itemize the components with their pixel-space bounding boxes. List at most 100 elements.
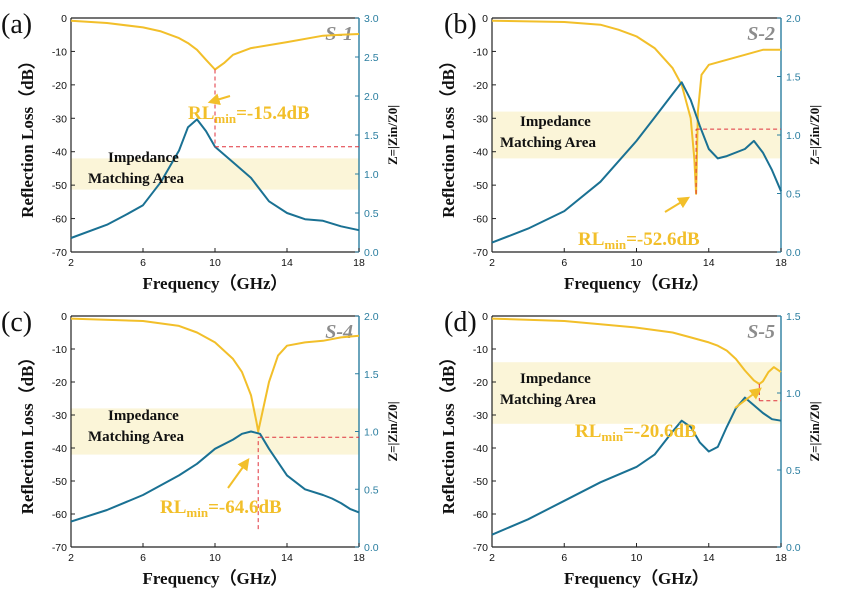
impedance-band xyxy=(71,158,359,190)
x-axis-title: Frequency（GHz） xyxy=(564,568,709,588)
x-tick-label: 2 xyxy=(68,552,74,564)
y-tick-label: -10 xyxy=(52,46,67,58)
panel-letter: (d) xyxy=(444,307,477,338)
y2-tick-label: 1.0 xyxy=(364,169,379,181)
y-tick-label: -40 xyxy=(52,443,67,455)
chart-panel-3: 2 6 10 14 18 -70 -60 -50 -40 -30 -20 -10 0 0.0 0.5 1.0 1… xyxy=(1,307,400,588)
rlmin-arrow xyxy=(664,196,691,213)
z-series-line xyxy=(491,396,782,536)
y-tick-label: -50 xyxy=(473,476,488,488)
rl-series-line xyxy=(70,317,360,433)
y-axis-title: Reflection Loss（dB） xyxy=(438,349,458,515)
y-axis-title: Reflection Loss（dB） xyxy=(17,349,37,515)
y2-tick-label: 1.5 xyxy=(364,130,379,142)
x-tick-label: 18 xyxy=(775,257,787,269)
y-tick-label: -10 xyxy=(473,46,488,58)
y-tick-label: -40 xyxy=(473,443,488,455)
y2-axis-title: Z=|Zin/Z0| xyxy=(385,401,400,461)
y-tick-label: -70 xyxy=(52,247,67,259)
sample-label: S-5 xyxy=(747,321,775,343)
y2-axis-title: Z=|Zin/Z0| xyxy=(385,105,400,165)
band-label-line1: Impedance xyxy=(108,150,179,166)
sample-label: S-2 xyxy=(747,23,775,45)
impedance-band xyxy=(492,111,781,159)
x-tick-label: 14 xyxy=(281,552,293,564)
y-tick-label: -20 xyxy=(52,377,67,389)
y2-tick-label: 1.5 xyxy=(786,72,801,84)
y2-tick-label: 2.5 xyxy=(364,52,379,64)
x-tick-label: 18 xyxy=(353,552,365,564)
band-label-line2: Matching Area xyxy=(88,429,184,445)
y2-tick-label: 0.0 xyxy=(786,247,801,259)
y-tick-label: 0 xyxy=(61,311,67,323)
x-tick-label: 6 xyxy=(561,257,567,269)
y-axis-title: Reflection Loss（dB） xyxy=(17,52,37,218)
y-tick-label: -50 xyxy=(473,180,488,192)
x-tick-label: 2 xyxy=(489,552,495,564)
y-tick-label: -60 xyxy=(52,509,67,521)
y-tick-label: -20 xyxy=(52,80,67,92)
x-tick-label: 14 xyxy=(703,257,715,269)
rlmin-arrow xyxy=(227,458,250,489)
y2-tick-label: 0.5 xyxy=(786,465,801,477)
band-label-line1: Impedance xyxy=(108,408,179,424)
y2-tick-label: 2.0 xyxy=(786,13,801,25)
y-tick-label: -60 xyxy=(473,509,488,521)
y2-tick-label: 0.5 xyxy=(364,484,379,496)
y2-tick-label: 0.5 xyxy=(786,189,801,201)
y2-tick-label: 1.0 xyxy=(364,427,379,439)
band-label-line1: Impedance xyxy=(520,114,591,130)
y2-tick-label: 0.0 xyxy=(786,542,801,554)
y2-tick-label: 2.0 xyxy=(364,91,379,103)
y2-tick-label: 0.5 xyxy=(364,208,379,220)
y-tick-label: -30 xyxy=(473,113,488,125)
z-series-line xyxy=(70,118,360,239)
y-tick-label: -20 xyxy=(473,377,488,389)
x-tick-label: 18 xyxy=(353,257,365,269)
y2-tick-label: 0.0 xyxy=(364,542,379,554)
y-tick-label: -30 xyxy=(52,410,67,422)
rl-series-line xyxy=(491,19,781,195)
y2-tick-label: 1.0 xyxy=(786,388,801,400)
band-label-line2: Matching Area xyxy=(88,171,184,187)
rlmin-arrow xyxy=(207,93,231,105)
band-label-line2: Matching Area xyxy=(500,135,596,151)
z-series-line xyxy=(70,430,360,523)
x-tick-label: 10 xyxy=(209,257,221,269)
y-tick-label: -40 xyxy=(473,147,488,159)
y2-axis-title: Z=|Zin/Z0| xyxy=(807,105,822,165)
rlmin-label: RLmin=-52.6dB xyxy=(578,229,700,252)
x-tick-label: 10 xyxy=(631,257,643,269)
z-series-line xyxy=(491,81,782,244)
x-tick-label: 2 xyxy=(489,257,495,269)
rlmin-label: RLmin=-15.4dB xyxy=(188,103,310,126)
panel-letter: (a) xyxy=(1,9,32,40)
panel-letter: (c) xyxy=(1,307,32,338)
y-tick-label: 0 xyxy=(482,311,488,323)
x-tick-label: 10 xyxy=(631,552,643,564)
y-tick-label: -40 xyxy=(52,147,67,159)
y-tick-label: -10 xyxy=(52,344,67,356)
x-tick-label: 14 xyxy=(281,257,293,269)
x-tick-label: 18 xyxy=(775,552,787,564)
y-tick-label: -30 xyxy=(52,113,67,125)
impedance-band xyxy=(71,408,359,455)
x-axis-title: Frequency（GHz） xyxy=(142,273,287,293)
chart-panel-4: 2 6 10 14 18 -70 -60 -50 -40 -30 -20 -10 0 0.0 0.5 1.0 1… xyxy=(438,307,822,588)
y-tick-label: -30 xyxy=(473,410,488,422)
y-tick-label: -10 xyxy=(473,344,488,356)
y-tick-label: 0 xyxy=(61,13,67,25)
y-tick-label: -70 xyxy=(473,542,488,554)
y-tick-label: -70 xyxy=(52,542,67,554)
y2-tick-label: 0.0 xyxy=(364,247,379,259)
rlmin-arrow xyxy=(734,387,762,409)
y-tick-label: -50 xyxy=(52,476,67,488)
x-tick-label: 6 xyxy=(561,552,567,564)
rlmin-label: RLmin=-64.6dB xyxy=(160,497,282,520)
y2-tick-label: 1.5 xyxy=(364,369,379,381)
y2-tick-label: 3.0 xyxy=(364,13,379,25)
x-tick-label: 14 xyxy=(703,552,715,564)
band-label-line1: Impedance xyxy=(520,371,591,387)
band-label-line2: Matching Area xyxy=(500,392,596,408)
